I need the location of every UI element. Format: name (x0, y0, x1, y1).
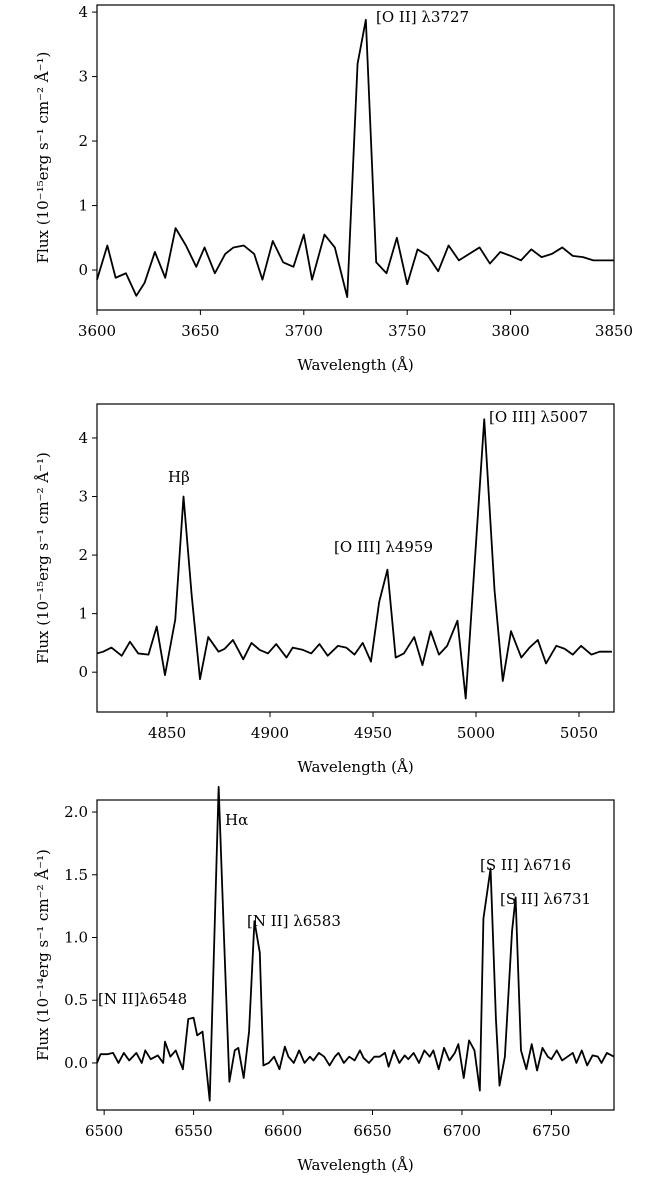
x-tick-label: 6700 (443, 1122, 481, 1140)
axes-frame (96, 799, 615, 1111)
spectrum-line (96, 18, 614, 298)
y-tick-label: 3 (78, 488, 88, 506)
panel: 4850 4900 4950 5000 5050 0 1 2 3 4 Wavelength (Å) F… (34, 403, 615, 776)
y-tick-label: 0 (78, 261, 88, 279)
x-tick-label: 5000 (457, 724, 495, 742)
line-annotation: [O III] λ5007 (489, 408, 588, 426)
x-tick-label: 6650 (353, 1122, 391, 1140)
y-axis-label: Flux (10⁻¹⁴erg s⁻¹ cm⁻² Å⁻¹) (34, 849, 52, 1061)
x-tick-label: 4850 (148, 724, 186, 742)
y-tick-label: 2.0 (64, 803, 88, 821)
line-annotation: [S II] λ6731 (500, 890, 591, 908)
line-annotation: Hα (225, 811, 248, 829)
y-tick-label: 2 (78, 546, 88, 564)
y-tick-label: 0 (78, 663, 88, 681)
y-tick-label: 4 (78, 3, 88, 21)
line-annotation: Hβ (168, 468, 190, 486)
y-tick-label: 4 (78, 429, 88, 447)
x-axis-label: Wavelength (Å) (297, 356, 413, 374)
panel: 6500 6550 6600 6650 6700 6750 0.0 0.5 1.0 1.5 2.0 W… (34, 786, 615, 1174)
y-tick-label: 1 (78, 605, 88, 623)
y-tick-label: 0.5 (64, 991, 88, 1009)
spectrum-line (96, 418, 612, 700)
x-axis-label: Wavelength (Å) (297, 1156, 413, 1174)
y-tick-label: 1.0 (64, 928, 88, 946)
y-axis-label: Flux (10⁻¹⁵erg s⁻¹ cm⁻² Å⁻¹) (34, 52, 52, 264)
y-tick-label: 1.5 (64, 866, 88, 884)
y-tick-label: 1 (78, 197, 88, 215)
x-tick-label: 6500 (85, 1122, 123, 1140)
spectrum-line (96, 786, 615, 1102)
x-tick-label: 4900 (251, 724, 289, 742)
x-tick-label: 3700 (285, 322, 323, 340)
x-tick-label: 5050 (560, 724, 598, 742)
x-tick-label: 3600 (78, 322, 116, 340)
x-axis-label: Wavelength (Å) (297, 758, 413, 776)
x-tick-label: 6600 (264, 1122, 302, 1140)
x-tick-label: 3650 (181, 322, 219, 340)
y-axis-label: Flux (10⁻¹⁵erg s⁻¹ cm⁻² Å⁻¹) (34, 452, 52, 664)
line-annotation: [N II]λ6548 (98, 990, 187, 1008)
y-tick-label: 0.0 (64, 1054, 88, 1072)
axes-frame (96, 4, 615, 311)
x-tick-label: 3750 (388, 322, 426, 340)
panel: 3600 3650 3700 3750 3800 3850 0 1 2 3 4 Wavelength … (34, 3, 633, 374)
x-tick-label: 6550 (175, 1122, 213, 1140)
axes-frame (96, 403, 615, 713)
line-annotation: [O II] λ3727 (376, 8, 469, 26)
y-tick-label: 3 (78, 68, 88, 86)
y-tick-label: 2 (78, 132, 88, 150)
line-annotation: [S II] λ6716 (480, 856, 571, 874)
x-tick-label: 6750 (532, 1122, 570, 1140)
line-annotation: [N II] λ6583 (247, 912, 341, 930)
line-annotation: [O III] λ4959 (334, 538, 433, 556)
x-tick-label: 3850 (595, 322, 633, 340)
x-tick-label: 4950 (354, 724, 392, 742)
x-tick-label: 3800 (492, 322, 530, 340)
